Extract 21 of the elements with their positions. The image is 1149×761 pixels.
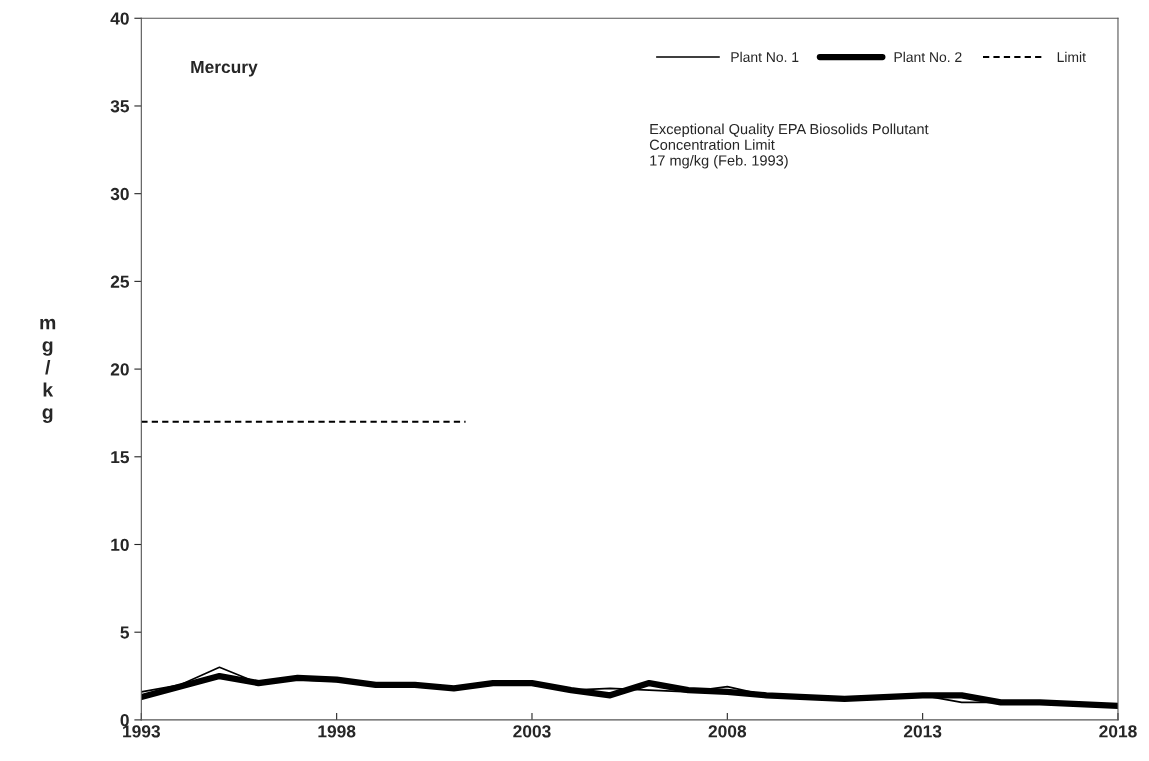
x-tick-label: 1993 (123, 725, 161, 738)
legend-label: Plant No. 1 (731, 51, 799, 63)
y-tick-label: 15 (111, 451, 130, 464)
annotation: Exceptional Quality EPA Biosolids Pollutant Concentration Limit 17 mg/kg (Feb. 1993) (649, 123, 929, 169)
y-tick-label: 35 (110, 100, 130, 113)
y-axis-title: mg/kg (40, 318, 56, 423)
y-tick-label: 30 (110, 187, 129, 201)
annotation: Mercury (191, 61, 258, 77)
legend-label: Limit (1057, 51, 1086, 62)
x-tick-label: 2013 (903, 725, 942, 738)
x-tick-label: 1998 (318, 725, 356, 738)
y-tick-label: 20 (110, 363, 129, 376)
x-tick-label: 2003 (513, 725, 551, 738)
y-tick-label: 10 (111, 538, 129, 551)
legend-label: Plant No. 2 (894, 51, 962, 63)
y-tick-label: 25 (110, 275, 130, 288)
y-tick-label: 5 (120, 626, 130, 639)
y-tick-label: 40 (110, 12, 129, 25)
x-tick-label: 2018 (1099, 725, 1137, 738)
y-tick-label: 0 (120, 714, 129, 727)
x-tick-label: 2008 (708, 725, 747, 738)
